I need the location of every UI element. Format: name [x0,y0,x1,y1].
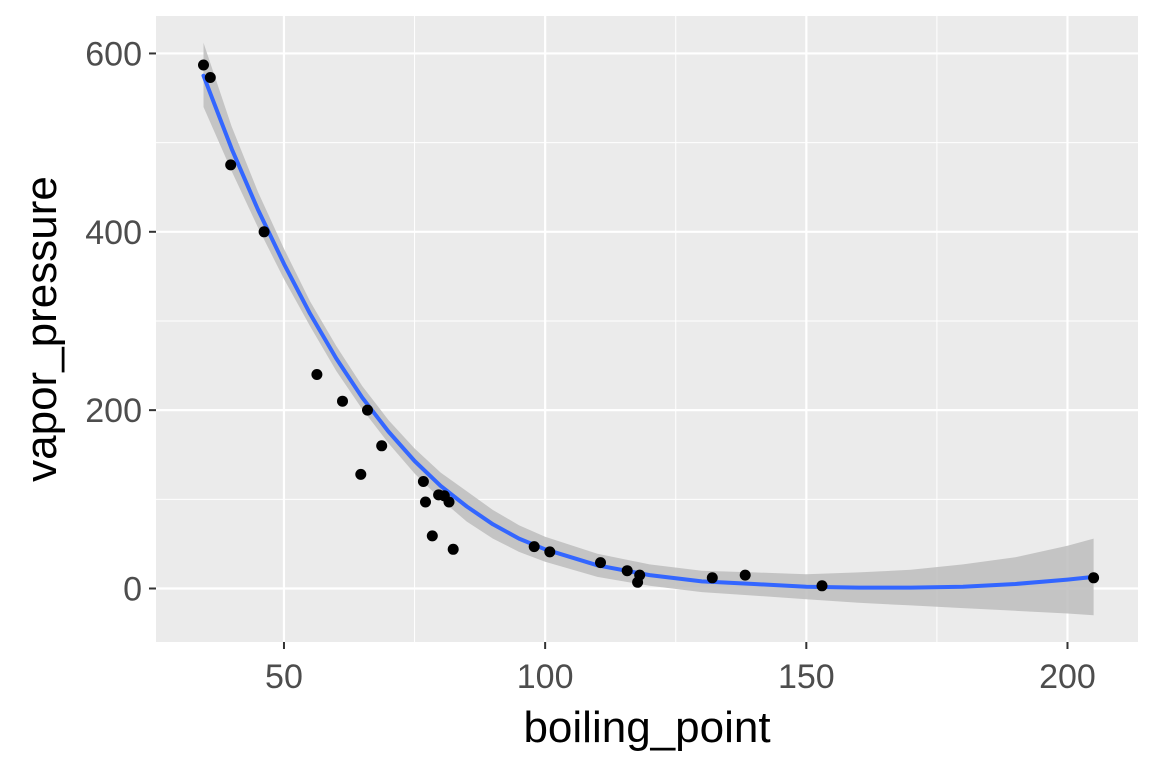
data-point [225,159,237,171]
data-point [816,580,828,592]
data-point [443,496,455,508]
data-point [420,496,431,508]
data-point [376,440,388,452]
y-axis-title: vapor_pressure [17,176,66,482]
data-point [198,59,209,71]
data-point [355,468,367,480]
data-point [528,541,540,553]
smooth-line-path [201,73,1096,590]
grid-major [156,16,1138,642]
data-point [621,565,633,577]
data-point [258,226,270,238]
x-tick-label: 200 [1039,658,1096,696]
data-point [362,404,373,416]
data-point [204,72,216,83]
data-point [337,395,348,407]
y-tick-label: 600 [85,35,142,73]
data-point [447,543,459,555]
scatter-points [198,59,1100,592]
data-point [739,569,751,581]
x-tick-label: 50 [265,658,303,696]
data-point [311,369,323,380]
x-axis: 50 100 150 200 [265,642,1096,696]
data-point [1088,572,1100,584]
x-tick-label: 150 [778,658,835,696]
data-point [544,546,556,558]
data-point [706,572,718,584]
smooth-line [201,73,1096,590]
data-point [634,569,646,581]
data-point [417,476,429,487]
data-point [595,557,606,569]
x-tick-label: 100 [517,658,574,696]
y-tick-label: 400 [85,214,142,252]
y-axis: 0 200 400 600 [85,35,156,608]
x-axis-title: boiling_point [523,703,770,752]
y-tick-label: 0 [123,570,142,608]
y-tick-label: 200 [85,392,142,430]
plot-panel [156,16,1138,642]
data-point [426,530,438,542]
